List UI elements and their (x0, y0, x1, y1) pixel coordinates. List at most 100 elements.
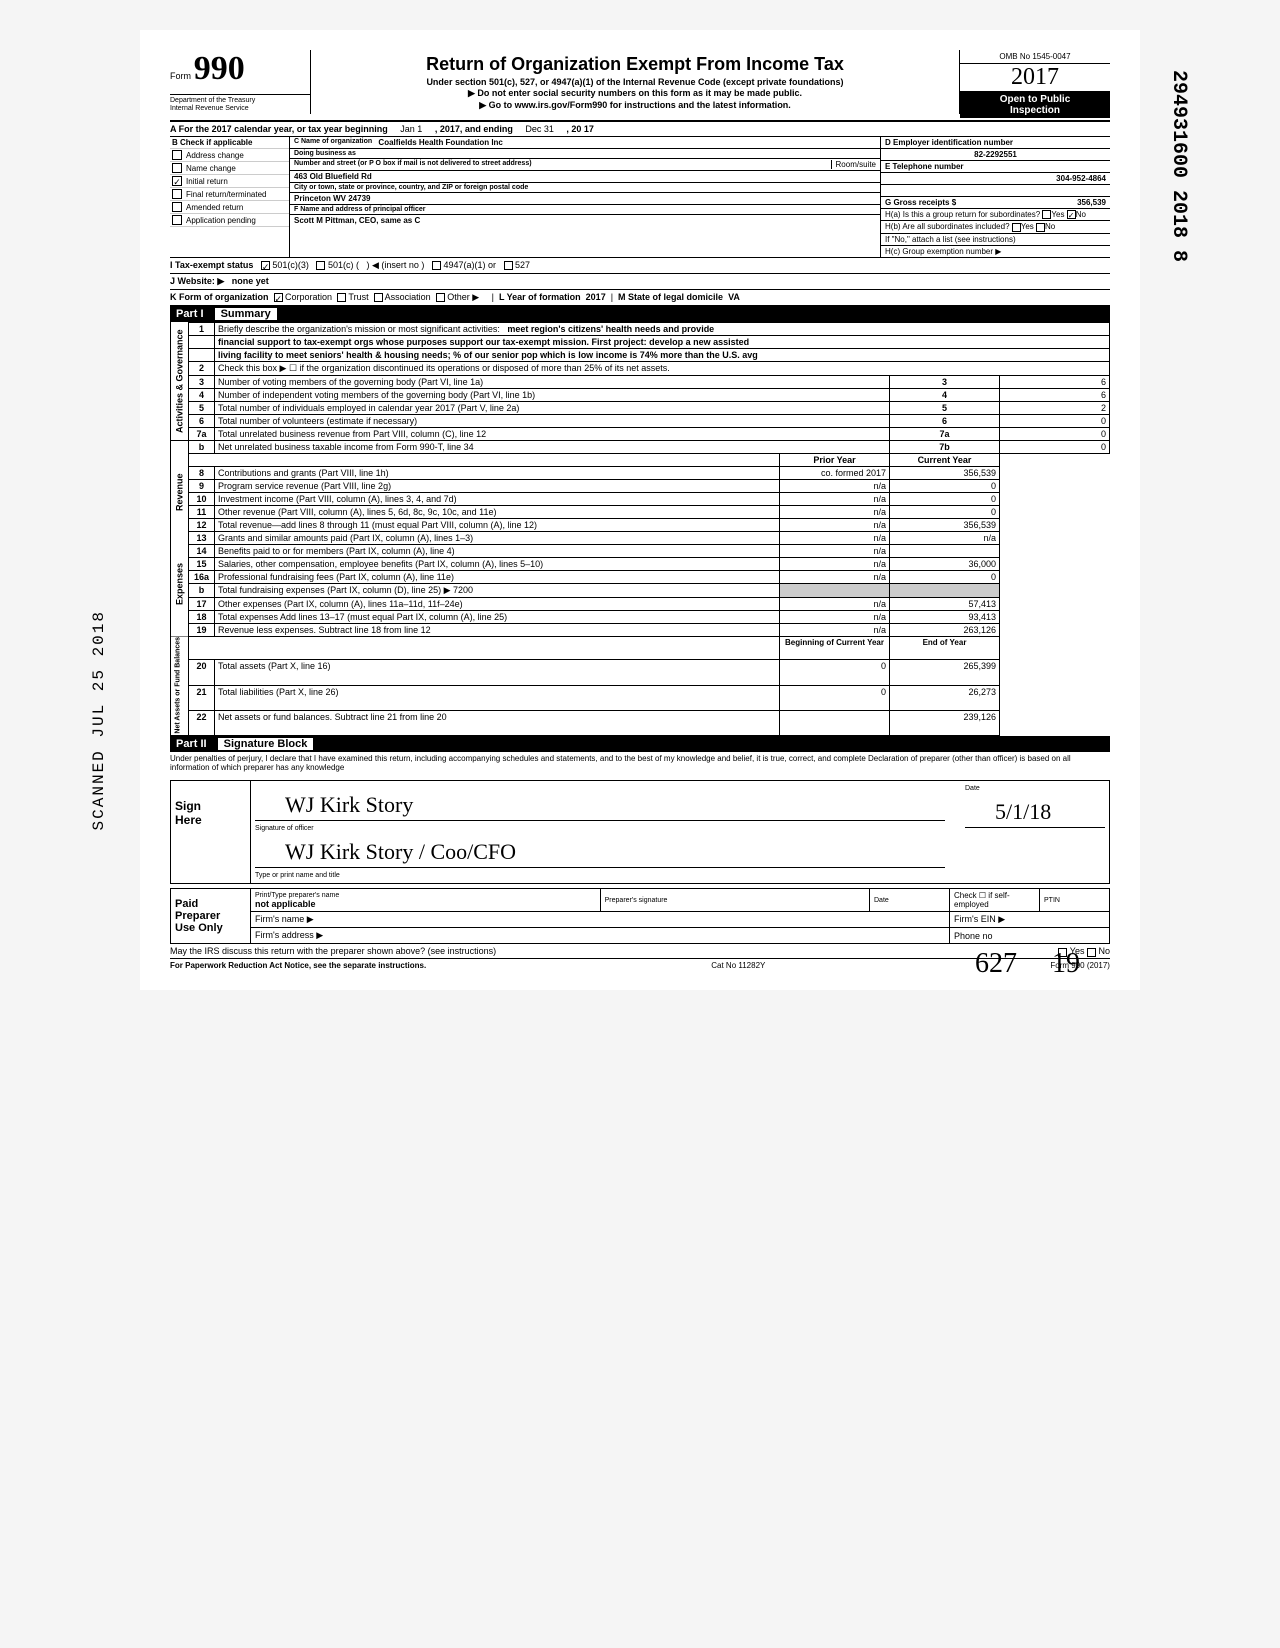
ein-lbl: D Employer identification number (885, 138, 1013, 147)
scanned-stamp: SCANNED JUL 25 2018 (90, 610, 108, 830)
printed-name-lbl: Type or print name and title (255, 872, 945, 879)
org-name: Coalfields Health Foundation Inc (378, 138, 502, 147)
h-note: If "No," attach a list (see instructions… (881, 234, 1110, 246)
row-num: 1 (189, 322, 215, 335)
current-year-hdr: Current Year (890, 453, 1000, 466)
prior-year-hdr: Prior Year (780, 453, 890, 466)
line-j: J Website: ▶ none yet (170, 274, 1110, 290)
officer-name: Scott M Pittman, CEO, same as C (294, 216, 420, 225)
perjury-declaration: Under penalties of perjury, I declare th… (170, 752, 1110, 774)
date-lbl: Date (965, 785, 1105, 792)
prep-name-lbl: Print/Type preparer's name (255, 892, 596, 899)
part2-header: Part II Signature Block (170, 736, 1110, 752)
form-990-page: 294931600 2018 8 SCANNED JUL 25 2018 For… (140, 30, 1140, 990)
line-k: K Form of organization ✓ Corporation Tru… (170, 290, 1110, 306)
part1-header: Part I Summary (170, 306, 1110, 322)
check-name-change[interactable]: Name change (170, 162, 289, 175)
dba-lbl: Doing business as (294, 150, 356, 157)
row3-text: Number of voting members of the governin… (215, 375, 890, 388)
begin-year-hdr: Beginning of Current Year (780, 636, 890, 659)
prep-name-val: not applicable (255, 899, 316, 909)
phone-lbl: E Telephone number (885, 162, 964, 171)
part2-title: Signature Block (218, 738, 314, 750)
form-number-box: Form 990 Department of the Treasury Inte… (170, 50, 310, 112)
ein-val: 82-2292551 (974, 150, 1017, 159)
check-initial-return[interactable]: ✓Initial return (170, 175, 289, 188)
paid-preparer-label: Paid Preparer Use Only (171, 889, 251, 944)
end-year-hdr: End of Year (890, 636, 1000, 659)
col-b-header: B Check if applicable (170, 137, 289, 149)
firm-name-lbl: Firm's name ▶ (251, 912, 950, 928)
sign-here-label: Sign Here (171, 781, 251, 883)
handwritten-note: 627 19 (975, 948, 1080, 980)
check-final-return[interactable]: Final return/terminated (170, 188, 289, 201)
phone-val: 304-952-4864 (1056, 174, 1106, 183)
city-val: Princeton WV 24739 (294, 194, 370, 203)
form-header: Form 990 Department of the Treasury Inte… (170, 50, 1110, 122)
sign-here-block: Sign Here WJ Kirk Story Signature of off… (170, 780, 1110, 884)
ha-lbl: H(a) Is this a group return for subordin… (885, 210, 1040, 219)
col-c: C Name of organization Coalfields Health… (290, 137, 880, 257)
part1-label: Part I (176, 308, 204, 320)
subtitle-2: Do not enter social security numbers on … (317, 88, 953, 99)
side-expenses: Expenses (171, 531, 189, 636)
check-amended[interactable]: Amended return (170, 201, 289, 214)
street-lbl: Number and street (or P O box if mail is… (294, 160, 532, 169)
f-lbl: F Name and address of principal officer (294, 206, 425, 213)
right-box: OMB No 1545-0047 2017 Open to Public Ins… (960, 50, 1110, 118)
footer-mid: Cat No 11282Y (711, 961, 765, 970)
mission-line: Briefly describe the organization's miss… (215, 322, 1110, 335)
mission-line2: financial support to tax-exempt orgs who… (215, 335, 1110, 348)
check-application-pending[interactable]: Application pending (170, 214, 289, 227)
omb-number: OMB No 1545-0047 (960, 50, 1110, 64)
col-right: D Employer identification number 82-2292… (880, 137, 1110, 257)
m-lbl: M State of legal domicile (618, 292, 723, 302)
website-val: none yet (232, 276, 269, 286)
i-lbl: I Tax-exempt status (170, 260, 253, 270)
footer-left: For Paperwork Reduction Act Notice, see … (170, 961, 426, 970)
form-title: Return of Organization Exempt From Incom… (317, 54, 953, 75)
i-4947: 4947(a)(1) or (443, 260, 496, 270)
printed-name: WJ Kirk Story / Coo/CFO (255, 836, 945, 868)
part1-title: Summary (215, 308, 277, 320)
line-a: A For the 2017 calendar year, or tax yea… (170, 122, 1110, 137)
open2: Inspection (962, 105, 1108, 116)
gross-lbl: G Gross receipts $ (885, 198, 956, 207)
room-lbl: Room/suite (831, 160, 876, 169)
subtitle-1: Under section 501(c), 527, or 4947(a)(1)… (317, 77, 953, 87)
line-a-yr: , 20 17 (566, 124, 594, 134)
dept1: Department of the Treasury (170, 97, 310, 105)
part2-label: Part II (176, 738, 207, 750)
title-box: Return of Organization Exempt From Incom… (310, 50, 960, 114)
sig-officer-lbl: Signature of officer (255, 825, 945, 832)
header-grid: B Check if applicable Address change Nam… (170, 137, 1110, 258)
line-a-end: Dec 31 (525, 124, 554, 134)
city-lbl: City or town, state or province, country… (294, 184, 528, 191)
hb-lbl: H(b) Are all subordinates included? (885, 222, 1010, 231)
c-name-lbl: C Name of organization (294, 138, 372, 147)
self-employed-check[interactable]: Check ☐ if self-employed (950, 889, 1040, 912)
line2: Check this box ▶ ☐ if the organization d… (215, 361, 1110, 375)
i-501c: 501(c) ( (328, 260, 359, 270)
year-formation: 2017 (586, 292, 606, 302)
open1: Open to Public (962, 94, 1108, 105)
line-a-pre: A For the 2017 calendar year, or tax yea… (170, 124, 388, 134)
part1-table: Activities & Governance 1 Briefly descri… (170, 322, 1110, 737)
form-number: 990 (194, 50, 245, 87)
subtitle-3: Go to www.irs.gov/Form990 for instructio… (317, 100, 953, 111)
footer: For Paperwork Reduction Act Notice, see … (170, 959, 1110, 970)
open-inspection: Open to Public Inspection (960, 92, 1110, 118)
i-501c3: 501(c)(3) (272, 260, 309, 270)
mission-line3: living facility to meet seniors' health … (215, 348, 1110, 361)
form-word: Form (170, 71, 191, 81)
side-revenue: Revenue (171, 453, 189, 531)
check-address-change[interactable]: Address change (170, 149, 289, 162)
l-lbl: L Year of formation (499, 292, 581, 302)
line-a-mid: , 2017, and ending (435, 124, 513, 134)
irs-discuss: May the IRS discuss this return with the… (170, 944, 1110, 959)
i-527: 527 (515, 260, 530, 270)
officer-signature[interactable]: WJ Kirk Story (255, 789, 945, 821)
vertical-barcode-text: 294931600 2018 8 (1167, 70, 1190, 262)
paid-preparer-table: Paid Preparer Use Only Print/Type prepar… (170, 888, 1110, 944)
dept-lines: Department of the Treasury Internal Reve… (170, 94, 310, 112)
